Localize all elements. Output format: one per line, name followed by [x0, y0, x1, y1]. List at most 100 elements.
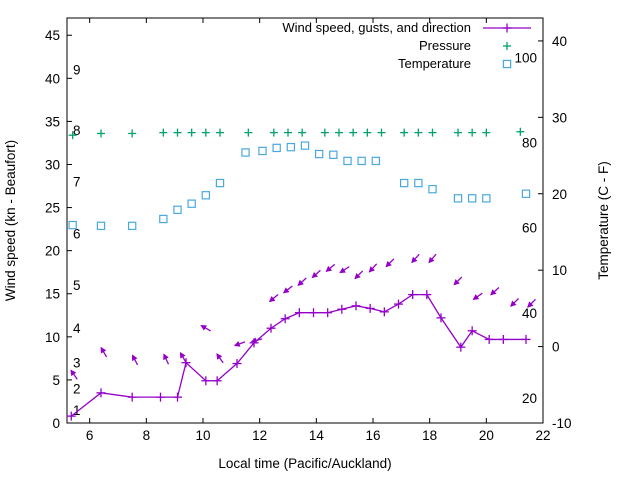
temperature-point: [201, 191, 211, 200]
wind-speed-point: [484, 334, 494, 344]
beaufort-label: 8: [73, 123, 81, 138]
x-tick-label: 8: [143, 428, 151, 443]
temperature-point: [241, 148, 250, 157]
legend-label: Temperature: [398, 56, 471, 71]
wind-direction-arrow: [250, 337, 263, 344]
y2-tick-label: 30: [552, 110, 567, 125]
wind-direction-arrow: [200, 324, 211, 332]
pressure-point: [320, 128, 329, 137]
wind-speed-point: [280, 314, 290, 324]
pressure-point: [516, 127, 525, 136]
y2-axis-title: Temperature (C - F): [596, 161, 611, 280]
pressure-point: [97, 129, 105, 138]
temperature-point: [414, 178, 423, 188]
wind-speed-line: [70, 293, 526, 417]
y-tick-label: 40: [45, 71, 60, 86]
legend-label: Wind speed, gusts, and direction: [282, 20, 471, 35]
beaufort-label: 7: [73, 175, 81, 190]
fahrenheit-label: 80: [522, 136, 537, 151]
wind-speed-point: [309, 308, 318, 318]
chart-legend: Wind speed, gusts, and direction Pressure…: [282, 20, 531, 71]
temperature-point: [329, 150, 338, 159]
temperature-point: [357, 156, 366, 166]
beaufort-label: 9: [73, 63, 81, 78]
pressure-point: [216, 128, 224, 137]
x-tick-label: 20: [479, 428, 494, 443]
series-3: [68, 141, 531, 231]
pressure-point: [68, 131, 77, 140]
fahrenheit-label: 100: [514, 51, 537, 66]
temperature-point: [159, 214, 168, 224]
wind-direction-arrow: [490, 286, 500, 296]
temperature-point: [68, 220, 77, 230]
pressure-point: [269, 128, 278, 137]
temperature-point: [96, 221, 106, 231]
beaufort-label: 4: [73, 321, 81, 336]
x-tick-label: 12: [252, 428, 267, 443]
wind-direction-arrow: [453, 276, 463, 286]
wind-speed-point: [67, 411, 76, 421]
fahrenheit-label: 60: [522, 220, 537, 235]
y2-tick-label: 40: [552, 34, 567, 49]
wind-direction-arrow: [311, 269, 321, 279]
y2-tick-label: 10: [552, 263, 567, 278]
temperature-point: [453, 194, 463, 203]
wind-speed-point: [96, 388, 106, 398]
wind-direction-arrow: [325, 263, 336, 272]
wind-direction-arrow: [179, 351, 187, 363]
wind-speed-point: [294, 308, 304, 318]
wind-speed-point: [521, 334, 531, 344]
wind-speed-point: [379, 307, 389, 317]
wind-direction-arrow: [527, 298, 537, 308]
pressure-point: [428, 128, 437, 137]
plot-border: [66, 17, 544, 424]
y-tick-label: 25: [45, 201, 60, 216]
beaufort-label: 5: [73, 278, 81, 293]
legend-label: Pressure: [419, 38, 471, 53]
beaufort-label: 2: [73, 382, 81, 397]
wind-speed-point: [436, 313, 446, 323]
wind-direction-arrow: [131, 354, 139, 366]
wind-direction-arrow: [339, 266, 350, 274]
wind-direction-arrow: [510, 298, 520, 307]
temperature-point: [428, 184, 437, 194]
wind-direction-arrow: [233, 341, 246, 347]
wind-speed-point: [212, 376, 222, 386]
temperature-point: [286, 142, 296, 152]
wind-direction-arrow: [163, 353, 170, 365]
temperature-point: [258, 146, 267, 156]
wind-speed-point: [456, 342, 466, 352]
temperature-point: [399, 178, 409, 188]
wind-speed-point: [498, 334, 508, 344]
wind-speed-point: [467, 326, 477, 336]
wind-speed-point: [181, 358, 191, 368]
pressure-point: [284, 128, 292, 137]
x-tick-label: 10: [195, 428, 210, 443]
wind-speed-point: [365, 303, 375, 313]
y2-tick-label: 20: [552, 187, 567, 202]
pressure-point: [400, 128, 409, 137]
temperature-point: [300, 141, 310, 150]
x-tick-label: 22: [535, 428, 550, 443]
x-tick-label: 6: [86, 428, 94, 443]
wind-speed-point: [127, 392, 137, 402]
wind-direction-arrow: [100, 346, 108, 358]
y-tick-label: 20: [45, 244, 60, 259]
pressure-point: [298, 128, 307, 137]
wind-direction-arrow: [411, 253, 420, 264]
wind-speed-point: [323, 308, 333, 318]
wind-speed-point: [394, 299, 403, 309]
wind-speed-point: [232, 359, 242, 369]
temperature-point: [272, 143, 281, 153]
wind-speed-point: [266, 323, 276, 333]
pressure-point: [201, 128, 210, 137]
pressure-point: [468, 128, 477, 137]
wind-speed-point: [173, 392, 182, 402]
pressure-point: [128, 129, 137, 138]
wind-speed-point: [156, 392, 165, 402]
y-tick-label: 10: [45, 330, 60, 345]
y2-tick-label: 0: [552, 340, 560, 355]
series-2: [68, 127, 525, 140]
pressure-point: [349, 128, 358, 137]
